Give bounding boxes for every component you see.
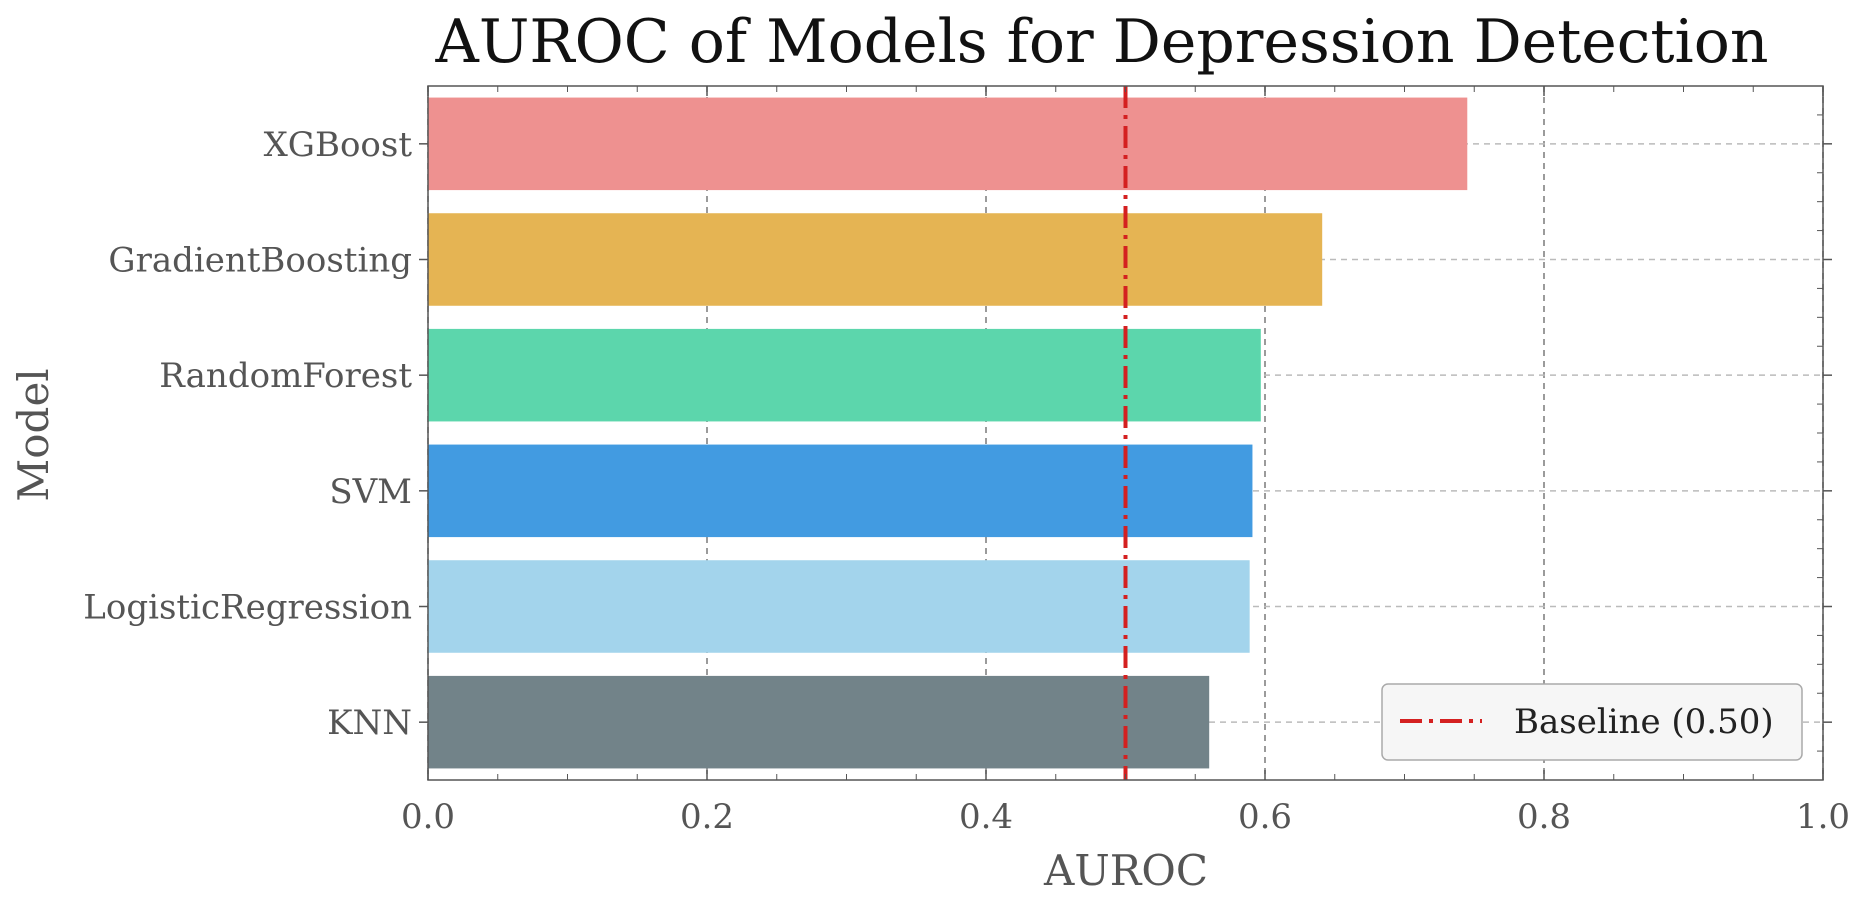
y-tick-label: LogisticRegression bbox=[83, 588, 412, 628]
x-axis-label: AUROC bbox=[1043, 846, 1208, 895]
x-tick-label: 0.8 bbox=[1517, 797, 1571, 837]
y-tick-label: RandomForest bbox=[159, 356, 412, 396]
y-axis-label: Model bbox=[9, 368, 58, 501]
x-tick-label: 0.4 bbox=[959, 797, 1013, 837]
bar-xgboost bbox=[428, 98, 1467, 191]
legend: Baseline (0.50) bbox=[1382, 684, 1802, 760]
y-tick-label: KNN bbox=[327, 703, 412, 743]
bar-gradientboosting bbox=[428, 213, 1322, 306]
bar-svm bbox=[428, 445, 1252, 538]
legend-baseline-label: Baseline (0.50) bbox=[1514, 702, 1774, 742]
bars bbox=[428, 98, 1467, 769]
y-tick-label: XGBoost bbox=[264, 125, 413, 165]
x-tick-label: 1.0 bbox=[1796, 797, 1850, 837]
x-tick-label: 0.6 bbox=[1238, 797, 1292, 837]
x-tick-labels: 0.0 0.2 0.4 0.6 0.8 1.0 bbox=[401, 797, 1850, 837]
chart-title: AUROC of Models for Depression Detection bbox=[435, 7, 1769, 77]
y-tick-label: SVM bbox=[329, 472, 412, 512]
x-tick-label: 0.0 bbox=[401, 797, 455, 837]
x-tick-label: 0.2 bbox=[680, 797, 734, 837]
bar-knn bbox=[428, 676, 1209, 769]
bar-randomforest bbox=[428, 329, 1261, 422]
y-tick-labels: XGBoost GradientBoosting RandomForest SVM Lo… bbox=[83, 125, 412, 743]
y-tick-label: GradientBoosting bbox=[108, 241, 412, 281]
